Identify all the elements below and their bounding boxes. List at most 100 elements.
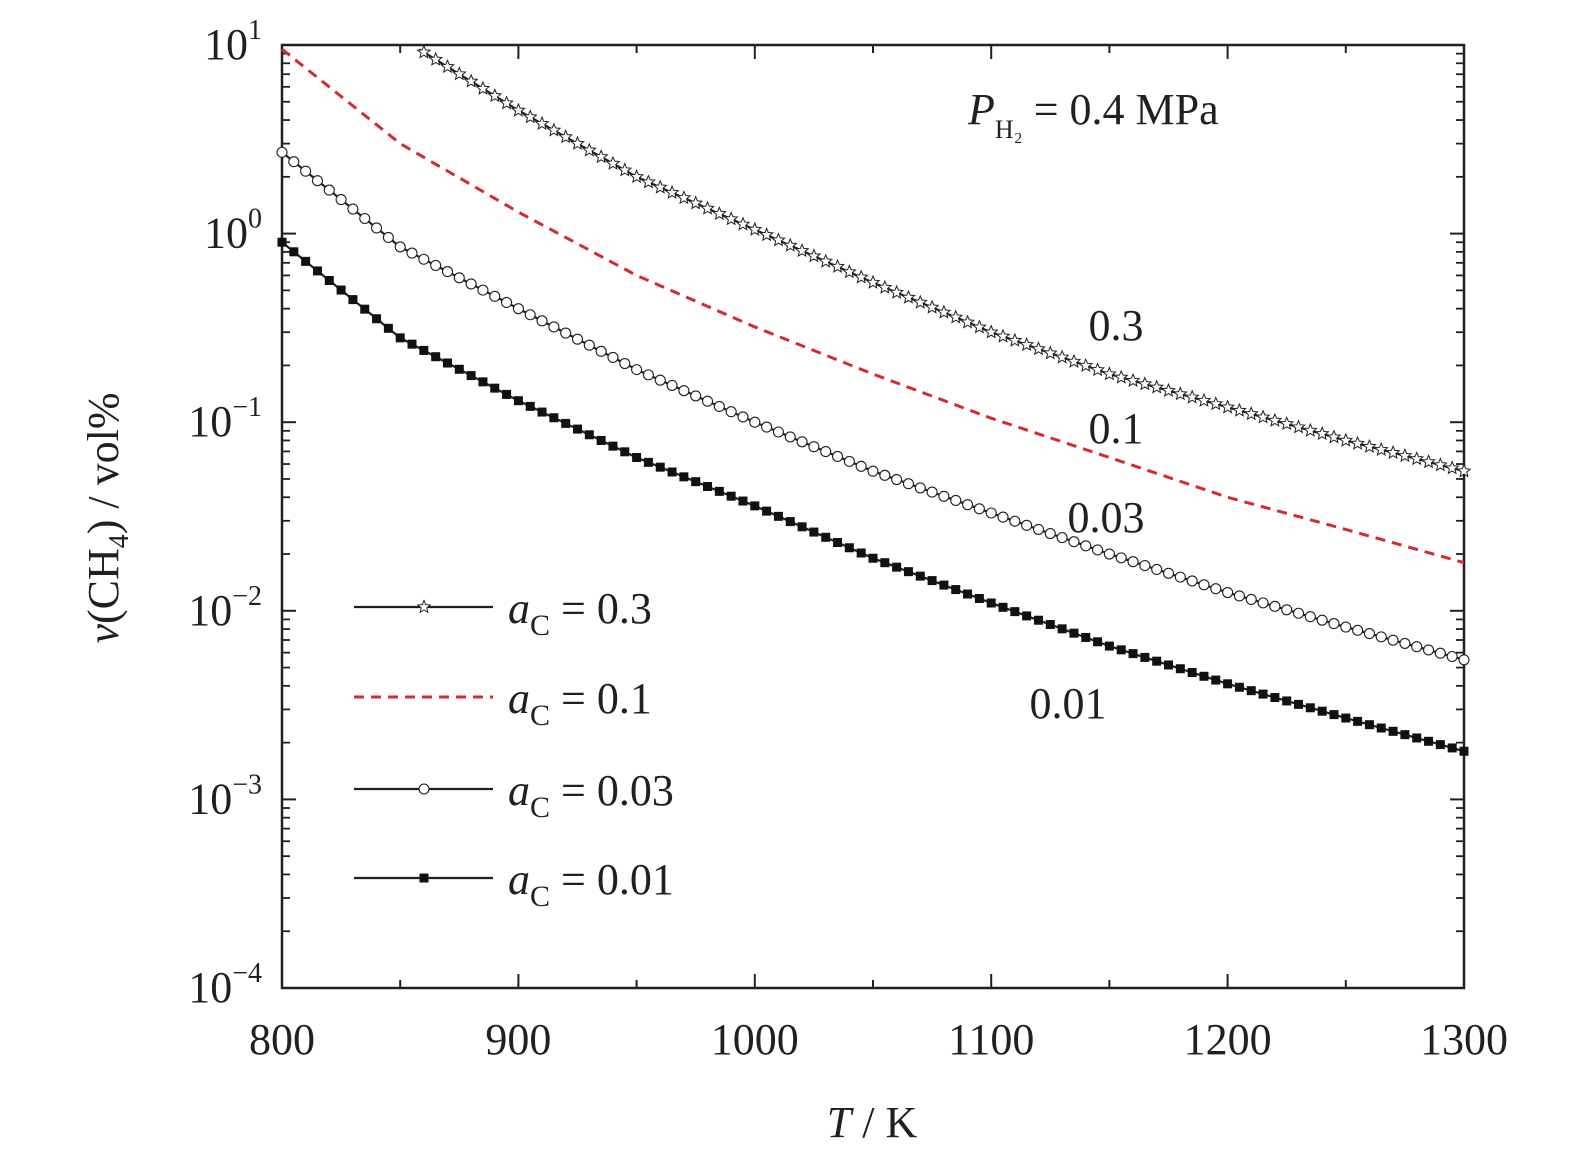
data-point: [1042, 345, 1058, 360]
data-point: [1267, 412, 1283, 427]
data-point: [1350, 435, 1366, 450]
curve-label-0.1: 0.1: [1089, 404, 1144, 453]
data-point: [772, 426, 784, 438]
data-point: [475, 80, 491, 95]
data-point: [605, 155, 621, 170]
data-point: [1245, 593, 1257, 605]
data-point: [877, 279, 893, 294]
data-point: [1375, 631, 1387, 643]
data-point: [1246, 686, 1256, 696]
data-point: [546, 122, 562, 137]
data-point: [1208, 396, 1224, 411]
data-point: [735, 216, 751, 231]
data-point: [1210, 583, 1222, 595]
data-point: [312, 266, 322, 276]
data-point: [1317, 706, 1327, 716]
y-axis-title: v(CH4) / vol%: [79, 392, 135, 643]
data-point: [560, 327, 572, 339]
data-point: [311, 175, 324, 187]
data-point: [688, 195, 704, 210]
data-point: [525, 401, 535, 411]
x-tick-label: 1300: [1420, 1015, 1508, 1064]
data-point: [868, 553, 878, 563]
data-point: [1376, 723, 1386, 733]
data-point: [581, 142, 597, 157]
data-point: [1409, 451, 1425, 466]
data-point: [1338, 432, 1354, 447]
data-point: [583, 339, 595, 351]
data-point: [759, 227, 775, 242]
data-point: [336, 285, 346, 295]
data-point: [1057, 624, 1067, 634]
data-point: [950, 494, 962, 507]
data-point: [902, 478, 915, 490]
data-point: [1243, 406, 1259, 421]
data-point: [1234, 682, 1244, 692]
series-0.3: [416, 44, 1472, 478]
data-point: [534, 115, 550, 131]
data-point: [924, 299, 940, 314]
data-point: [300, 165, 312, 177]
data-point: [324, 275, 334, 285]
data-point: [1164, 660, 1173, 670]
annotation-text: = 0.4 MPa: [1023, 85, 1219, 134]
data-point: [1045, 620, 1055, 630]
y-tick-exponent: −1: [232, 392, 262, 423]
data-point: [1044, 527, 1056, 540]
data-point: [737, 411, 749, 423]
data-point: [938, 490, 950, 502]
data-point: [643, 457, 653, 467]
data-point: [808, 441, 820, 453]
data-point: [1066, 353, 1082, 368]
data-point: [1422, 644, 1435, 656]
plot-area-border: [280, 43, 1466, 990]
series-group: [276, 44, 1472, 756]
y-tick-exponent: 0: [248, 204, 262, 235]
data-point: [797, 522, 807, 532]
legend-item-0.01: aC = 0.01: [354, 855, 674, 913]
data-point: [1080, 540, 1092, 552]
data-point: [914, 482, 926, 494]
data-point: [713, 400, 725, 412]
data-point: [892, 562, 902, 572]
legend-subscript: C: [530, 880, 550, 913]
y-tick-label: 101: [204, 15, 262, 69]
data-point: [841, 264, 857, 279]
legend-item-0.03: aC = 0.03: [354, 766, 674, 824]
data-point: [641, 174, 656, 189]
data-point: [466, 371, 476, 381]
y-tick-label: 10−3: [188, 769, 262, 823]
legend-label: aC = 0.3: [508, 584, 652, 642]
data-point: [1269, 600, 1281, 612]
data-point: [1161, 382, 1176, 397]
y-tick-base: 10: [204, 20, 248, 69]
data-point: [784, 431, 796, 443]
data-point: [596, 435, 606, 445]
data-point: [867, 465, 879, 477]
y-tick-label: 10−4: [188, 958, 262, 1012]
data-point: [1186, 575, 1198, 587]
data-point: [501, 296, 513, 309]
data-point: [831, 450, 844, 463]
data-point: [749, 416, 761, 428]
data-point: [1187, 668, 1197, 678]
data-point: [1399, 637, 1411, 649]
data-point: [1421, 454, 1436, 469]
data-point: [1456, 463, 1472, 478]
data-point: [513, 396, 523, 406]
data-point: [631, 364, 643, 376]
data-point: [1388, 726, 1398, 736]
data-point: [1385, 444, 1401, 460]
data-point: [1152, 656, 1162, 666]
legend-value: = 0.3: [550, 584, 652, 633]
x-axis-title: T / K: [827, 1098, 918, 1147]
series-line: [281, 151, 1465, 661]
data-point: [428, 51, 444, 66]
data-point: [974, 594, 984, 604]
data-point: [1363, 628, 1375, 640]
data-point: [595, 345, 607, 357]
data-point: [277, 237, 287, 247]
data-point: [986, 598, 996, 608]
data-point: [879, 469, 891, 481]
data-point: [1172, 386, 1188, 401]
